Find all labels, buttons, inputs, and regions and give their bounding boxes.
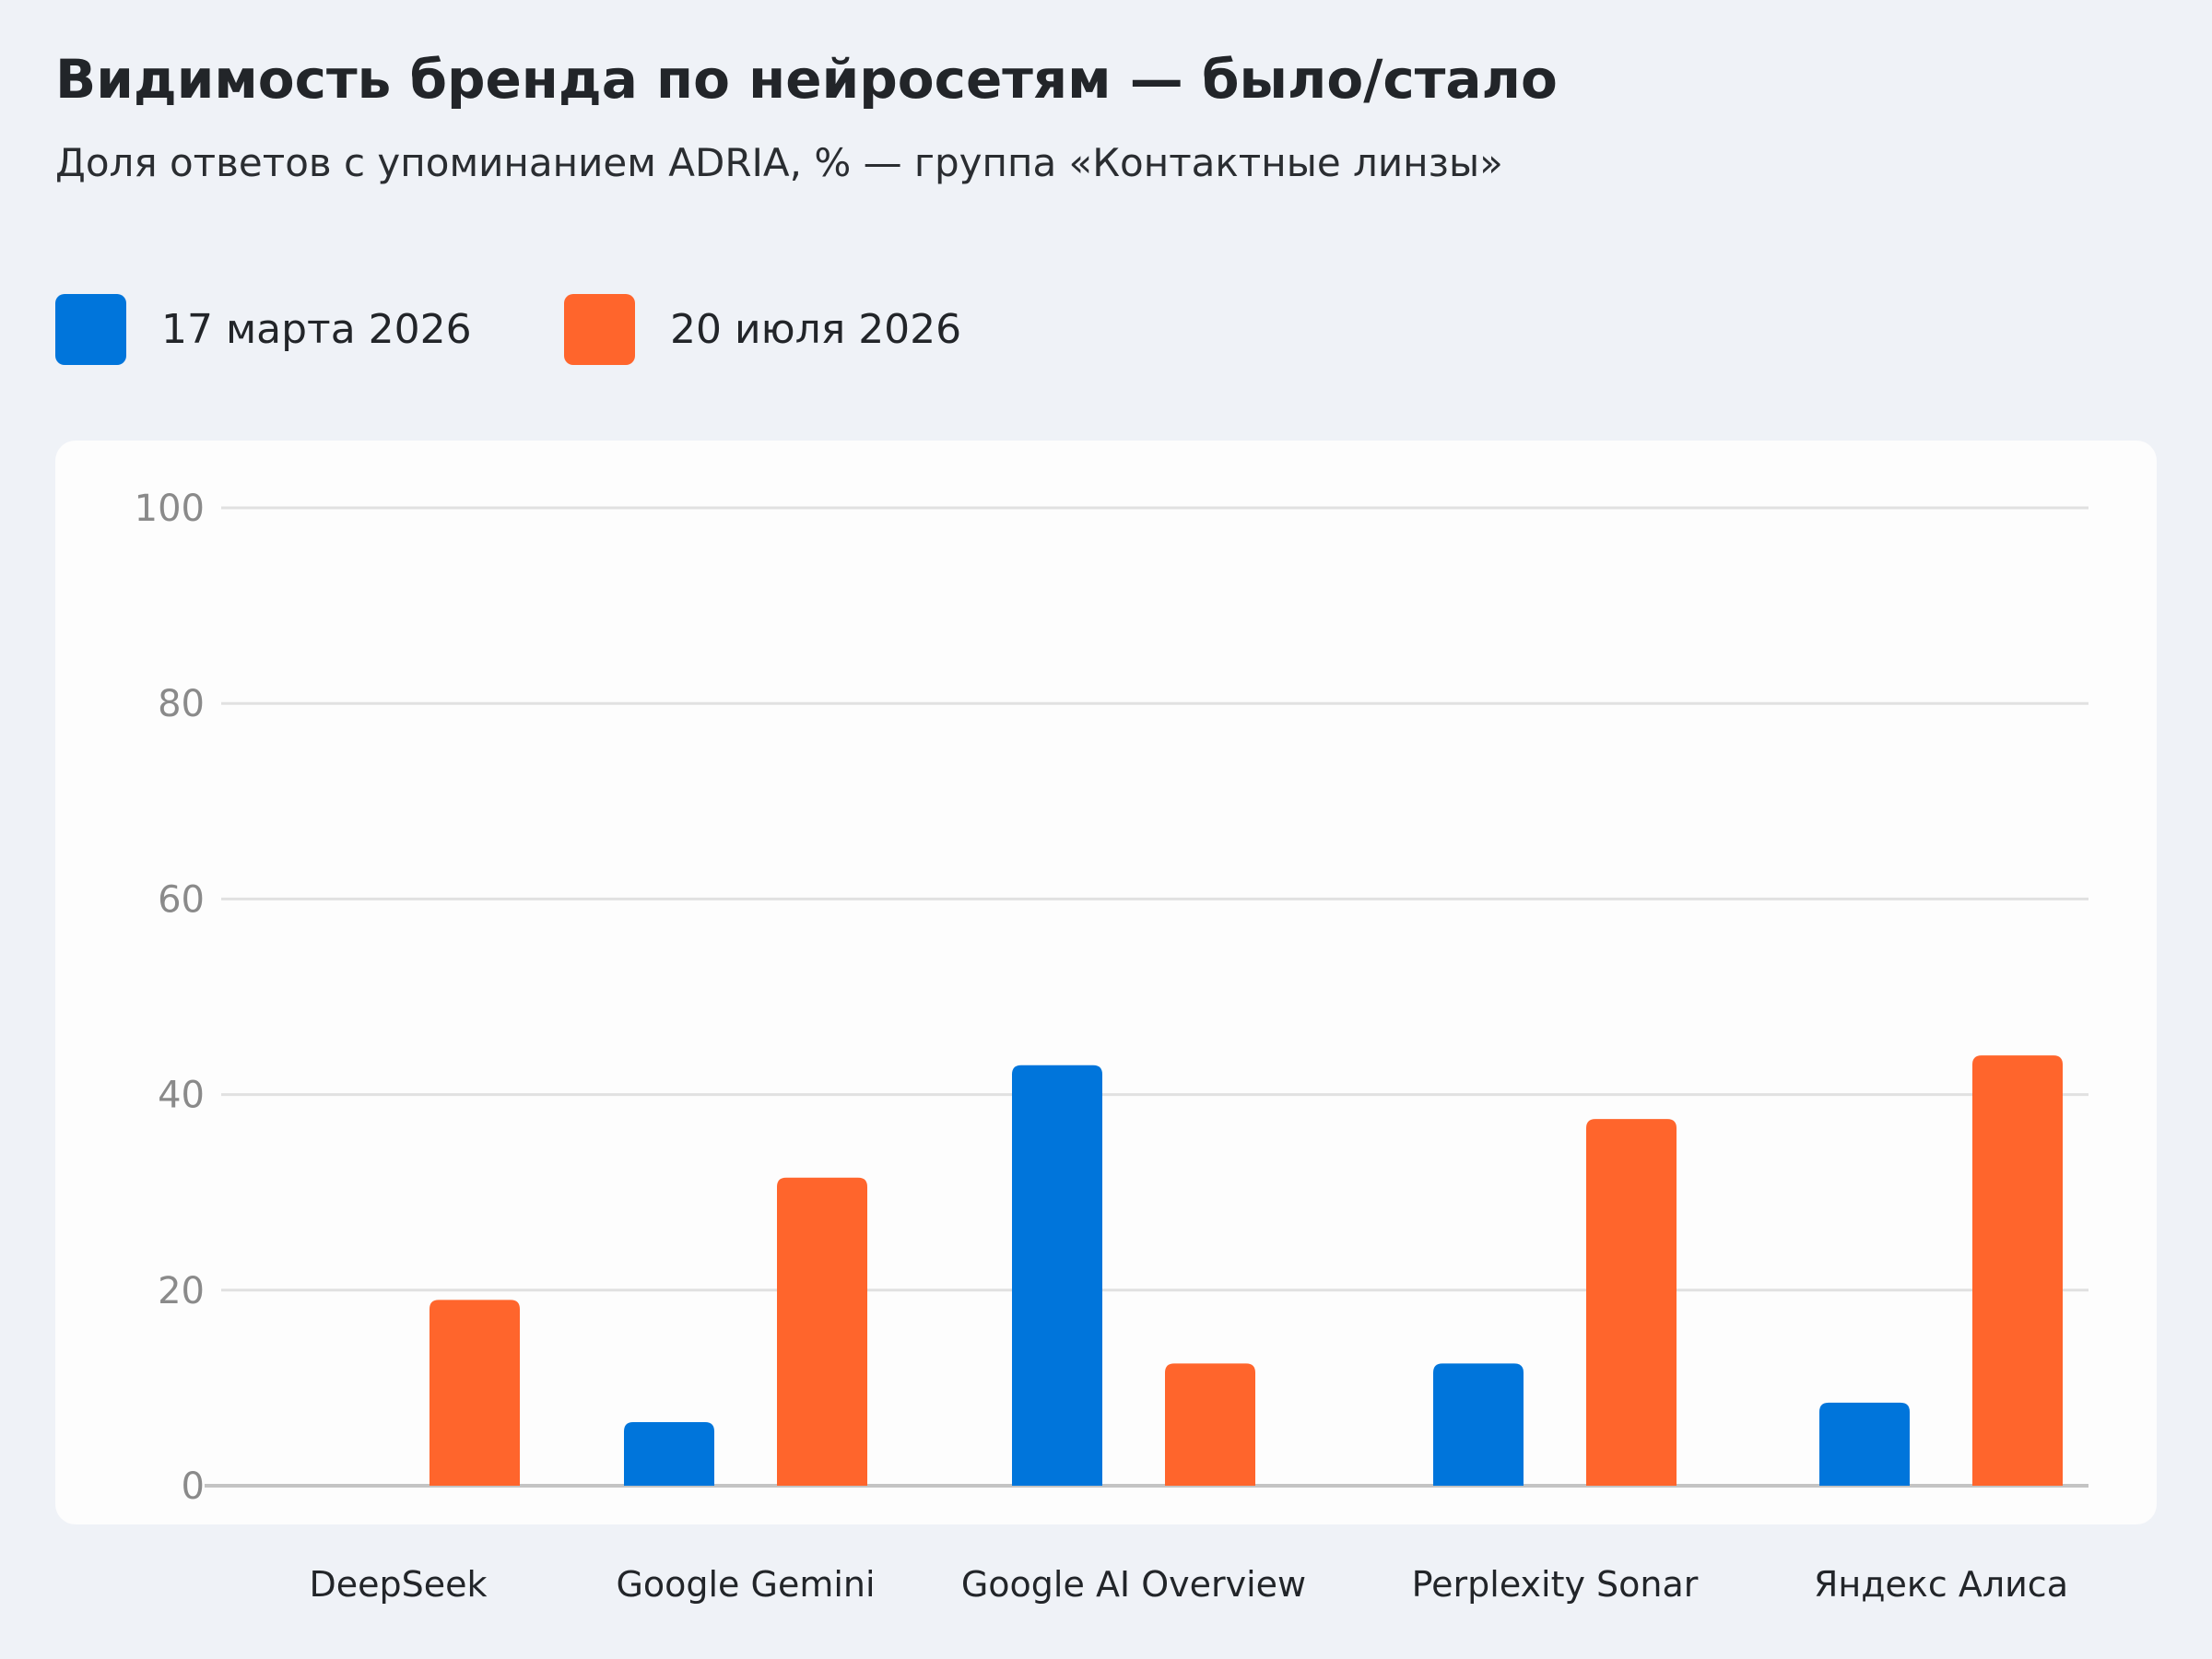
legend-swatch-series-1	[55, 294, 126, 365]
bars	[429, 1055, 2063, 1486]
bar-google-ai-overview-series-1	[1012, 1065, 1102, 1486]
plot-area	[55, 441, 2157, 1524]
y-tick-label-60: 60	[158, 878, 205, 921]
legend-item-series-2: 20 июля 2026	[564, 294, 961, 365]
chart-subtitle: Доля ответов с упоминанием ADRIA, % — гр…	[55, 140, 1503, 185]
x-category-label: Google AI Overview	[961, 1564, 1306, 1605]
legend-swatch-series-2	[564, 294, 635, 365]
legend-label-series-2: 20 июля 2026	[670, 306, 962, 353]
axis-labels: 0 20 40 60 80 100 DeepSeek Google Gemini Google …	[135, 488, 2068, 1605]
bar-google-gemini-series-2	[777, 1177, 867, 1486]
y-tick-label-80: 80	[158, 683, 205, 725]
y-tick-label-0: 0	[182, 1465, 205, 1508]
x-category-label: DeepSeek	[309, 1564, 487, 1605]
bar-google-ai-overview-series-2	[1165, 1363, 1255, 1486]
bar-яндекс-алиса-series-2	[1972, 1055, 2063, 1486]
y-tick-label-40: 40	[158, 1075, 205, 1117]
chart-title: Видимость бренда по нейросетям — было/ст…	[55, 48, 1558, 111]
legend-item-series-1: 17 марта 2026	[55, 294, 472, 365]
x-category-label: Perplexity Sonar	[1412, 1564, 1699, 1605]
y-tick-label-100: 100	[135, 488, 205, 530]
bar-яндекс-алиса-series-1	[1819, 1402, 1910, 1486]
y-tick-label-20: 20	[158, 1270, 205, 1312]
x-category-label: Google Gemini	[616, 1564, 875, 1605]
x-category-label: Яндекс Алиса	[1814, 1564, 2068, 1605]
bar-perplexity-sonar-series-2	[1586, 1119, 1677, 1486]
bar-perplexity-sonar-series-1	[1433, 1363, 1524, 1486]
legend-label-series-1: 17 марта 2026	[161, 306, 472, 353]
bar-deepseek-series-2	[429, 1300, 520, 1486]
bar-google-gemini-series-1	[624, 1422, 714, 1486]
